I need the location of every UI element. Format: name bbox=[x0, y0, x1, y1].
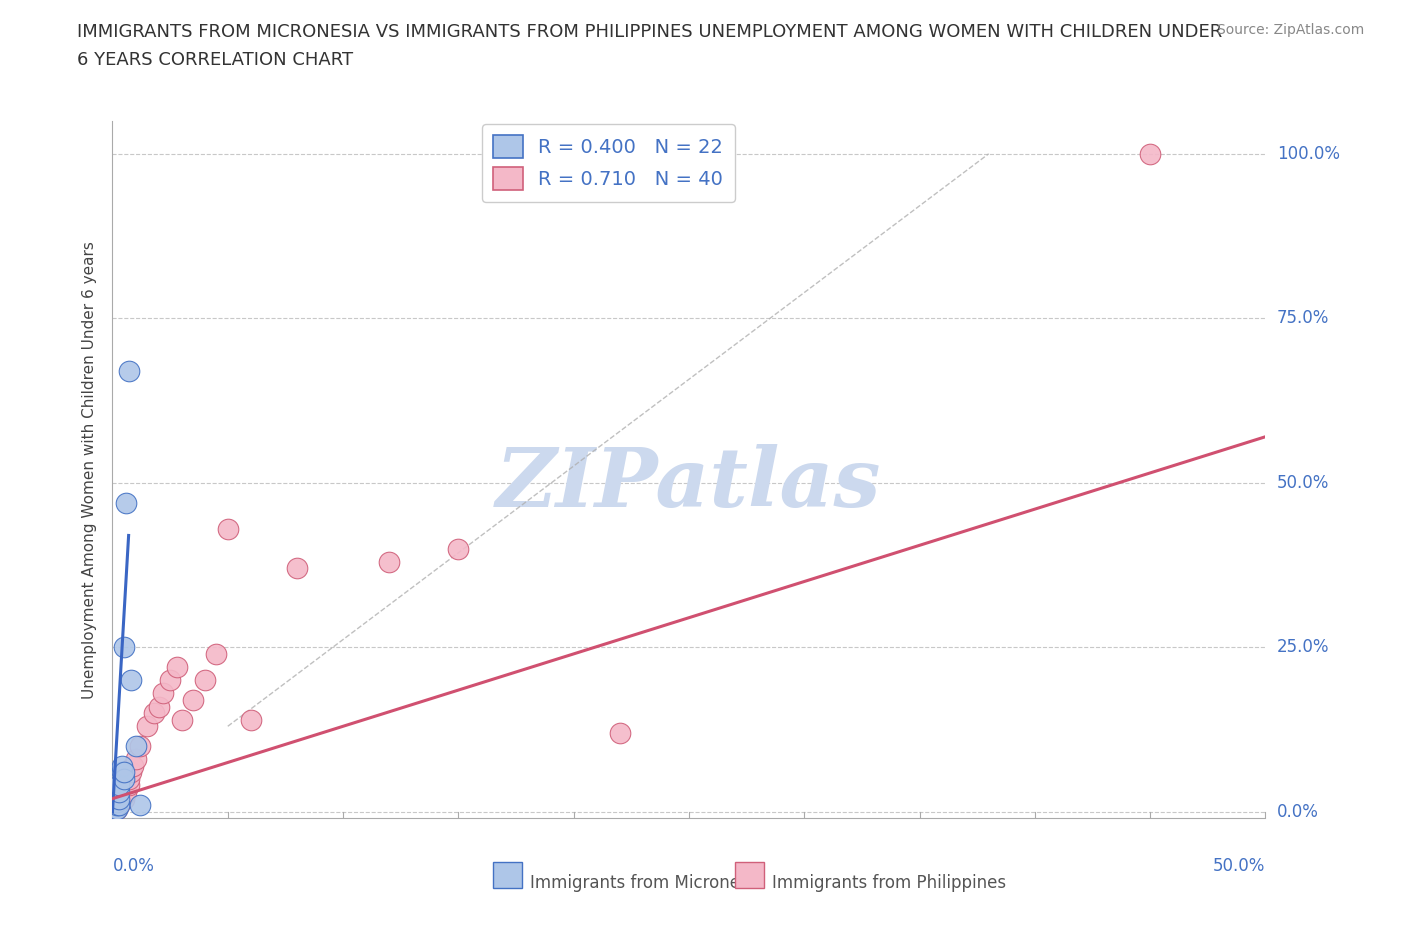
Point bbox=[112, 764, 135, 779]
Point bbox=[378, 554, 401, 569]
Point bbox=[122, 758, 145, 773]
Y-axis label: Unemployment Among Women with Children Under 6 years: Unemployment Among Women with Children U… bbox=[82, 241, 97, 698]
Text: Immigrants from Micronesia: Immigrants from Micronesia bbox=[530, 874, 763, 892]
Point bbox=[104, 794, 127, 809]
Point bbox=[447, 541, 470, 556]
Point bbox=[120, 764, 142, 779]
Point bbox=[217, 522, 239, 537]
Point bbox=[181, 693, 204, 708]
Text: IMMIGRANTS FROM MICRONESIA VS IMMIGRANTS FROM PHILIPPINES UNEMPLOYMENT AMONG WOM: IMMIGRANTS FROM MICRONESIA VS IMMIGRANTS… bbox=[77, 23, 1223, 41]
Point bbox=[112, 640, 135, 655]
Point bbox=[136, 719, 159, 734]
Point bbox=[108, 791, 131, 806]
Point bbox=[104, 799, 127, 814]
Point bbox=[105, 791, 128, 806]
Point bbox=[108, 794, 131, 809]
Point bbox=[143, 706, 166, 721]
Point bbox=[105, 798, 128, 813]
Text: ZIPatlas: ZIPatlas bbox=[496, 444, 882, 524]
Point bbox=[129, 798, 152, 813]
Point bbox=[105, 791, 128, 806]
Point bbox=[105, 801, 128, 816]
Point bbox=[104, 798, 127, 813]
Point bbox=[117, 778, 139, 793]
Text: 0.0%: 0.0% bbox=[112, 857, 155, 875]
Point bbox=[111, 791, 134, 806]
Point bbox=[170, 712, 193, 727]
Point bbox=[285, 561, 308, 576]
Legend: R = 0.400   N = 22, R = 0.710   N = 40: R = 0.400 N = 22, R = 0.710 N = 40 bbox=[482, 124, 735, 202]
Point bbox=[108, 785, 131, 800]
Point bbox=[111, 764, 134, 779]
Point bbox=[104, 801, 127, 816]
Point bbox=[108, 791, 131, 806]
Text: 6 YEARS CORRELATION CHART: 6 YEARS CORRELATION CHART bbox=[77, 51, 353, 69]
Text: 25.0%: 25.0% bbox=[1277, 638, 1330, 657]
Text: 100.0%: 100.0% bbox=[1277, 145, 1340, 163]
Point bbox=[239, 712, 262, 727]
Point bbox=[166, 659, 188, 674]
Point bbox=[112, 791, 135, 806]
Point bbox=[105, 794, 128, 809]
Point bbox=[108, 798, 131, 813]
Point bbox=[105, 794, 128, 809]
Point bbox=[104, 798, 127, 813]
Point bbox=[1139, 146, 1161, 161]
Text: 75.0%: 75.0% bbox=[1277, 310, 1329, 327]
Point bbox=[105, 801, 128, 816]
Point bbox=[104, 794, 127, 809]
Point bbox=[124, 751, 146, 766]
Point bbox=[111, 758, 134, 773]
Point bbox=[194, 672, 217, 687]
Point bbox=[105, 799, 128, 814]
Point bbox=[105, 798, 128, 813]
FancyBboxPatch shape bbox=[735, 861, 763, 888]
Point bbox=[112, 772, 135, 787]
FancyBboxPatch shape bbox=[494, 861, 522, 888]
Point bbox=[117, 772, 139, 787]
Point bbox=[105, 788, 128, 803]
Text: Immigrants from Philippines: Immigrants from Philippines bbox=[772, 874, 1007, 892]
Point bbox=[159, 672, 181, 687]
Point bbox=[152, 686, 174, 701]
Point bbox=[115, 785, 138, 800]
Text: 50.0%: 50.0% bbox=[1277, 473, 1329, 492]
Point bbox=[111, 788, 134, 803]
Point bbox=[120, 672, 142, 687]
Text: 0.0%: 0.0% bbox=[1277, 803, 1319, 821]
Point bbox=[124, 738, 146, 753]
Point bbox=[148, 699, 170, 714]
Text: 50.0%: 50.0% bbox=[1213, 857, 1265, 875]
Point bbox=[205, 646, 228, 661]
Point bbox=[104, 801, 127, 816]
Point bbox=[112, 788, 135, 803]
Point bbox=[129, 738, 152, 753]
Point bbox=[115, 495, 138, 510]
Point bbox=[609, 725, 631, 740]
Point bbox=[108, 798, 131, 813]
Point bbox=[117, 364, 139, 379]
Text: Source: ZipAtlas.com: Source: ZipAtlas.com bbox=[1216, 23, 1364, 37]
Point bbox=[108, 778, 131, 793]
